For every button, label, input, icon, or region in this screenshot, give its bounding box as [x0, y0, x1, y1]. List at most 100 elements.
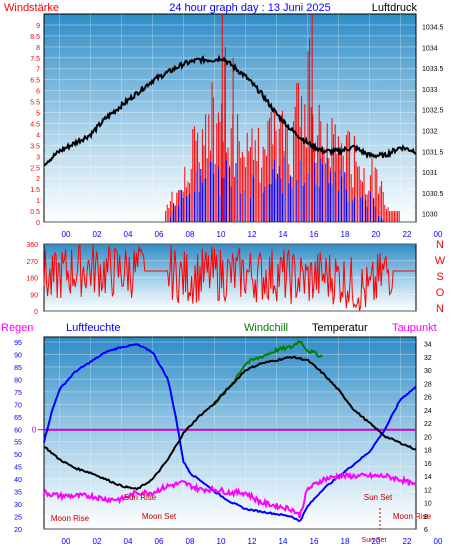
- humidity-tick-label: 30: [14, 502, 22, 509]
- top-right-tick-label: 1030: [422, 212, 438, 219]
- compass-label: N: [436, 303, 444, 315]
- hour-label: 06: [155, 537, 164, 546]
- top-left-tick-label: 8.5: [30, 34, 40, 41]
- humidity-tick-label: 35: [14, 490, 22, 497]
- sun-set-bottom-label: Sun Set: [362, 537, 387, 544]
- top-left-tick-label: 5: [36, 111, 40, 118]
- hour-label: 10: [217, 537, 226, 546]
- pressure-line: [43, 54, 417, 167]
- hour-label: 14: [279, 230, 288, 239]
- top-right-tick-label: 1031.5: [422, 149, 444, 156]
- hour-label: 22: [403, 537, 412, 546]
- humidity-tick-label: 70: [14, 402, 22, 409]
- temperature-tick-label: 6: [424, 527, 428, 534]
- windchill-legend: Windchill: [244, 322, 288, 334]
- top-right-tick-label: 1030.5: [422, 191, 444, 198]
- top-left-tick-label: 4.5: [30, 121, 40, 128]
- hour-label: 02: [93, 537, 102, 546]
- hour-label: 08: [186, 230, 195, 239]
- top-left-tick-label: 1.5: [30, 187, 40, 194]
- temperature-tick-label: 34: [424, 342, 432, 349]
- compass-label: S: [436, 271, 443, 283]
- hour-label: 06: [155, 230, 164, 239]
- temperature-tick-label: 20: [424, 434, 432, 441]
- top-right-tick-label: 1034.5: [422, 24, 444, 31]
- temperature-tick-label: 18: [424, 448, 432, 455]
- top-left-tick-label: 2: [36, 176, 40, 183]
- humidity-tick-label: 20: [14, 527, 22, 534]
- sun-rise-label: Sun Rise: [124, 493, 157, 502]
- hour-label: 10: [217, 230, 226, 239]
- moon-rise-label: Moon Rise: [51, 514, 90, 523]
- bottom-plot-area: [43, 336, 417, 530]
- wind-strength-label: Windstärke: [4, 2, 59, 14]
- humidity-line: [43, 343, 417, 523]
- humidity-tick-label: 55: [14, 440, 22, 447]
- humidity-tick-label: 40: [14, 477, 22, 484]
- pressure-label: Luftdruck: [372, 2, 418, 14]
- dewpoint-line: [43, 471, 417, 519]
- hour-label: 02: [93, 230, 102, 239]
- humidity-tick-label: 50: [14, 452, 22, 459]
- top-right-tick-label: 1034: [422, 45, 438, 52]
- top-left-tick-label: 8: [36, 45, 40, 52]
- hour-label: 04: [124, 230, 133, 239]
- mid-left-tick-label: 270: [26, 259, 38, 266]
- temperature-tick-label: 28: [424, 381, 432, 388]
- rain-zero-label: 0: [32, 426, 37, 435]
- mid-left-tick-label: 90: [30, 292, 38, 299]
- hour-label: 08: [186, 537, 195, 546]
- temperature-tick-label: 12: [424, 487, 432, 494]
- temperature-tick-label: 30: [424, 368, 432, 375]
- hour-label: 16: [310, 230, 319, 239]
- hour-label: 00: [434, 537, 443, 546]
- humidity-tick-label: 95: [14, 340, 22, 347]
- humidity-tick-label: 25: [14, 515, 22, 522]
- top-right-tick-label: 1032: [422, 128, 438, 135]
- mid-left-tick-label: 180: [26, 276, 38, 283]
- top-panel: 0 0.5 1 1.5 2 2.5 3 3.5 4 4.5 5 5.5 6 6.5 7 7.5 8 8.5 9 103…: [30, 14, 444, 239]
- top-right-tick-label: 1032.5: [422, 108, 444, 115]
- mid-left-tick-label: 0: [34, 309, 38, 316]
- top-left-tick-label: 2.5: [30, 165, 40, 172]
- humidity-tick-label: 80: [14, 377, 22, 384]
- moon-set-label: Moon Set: [142, 512, 177, 521]
- moon-rise-right-label: Moon Rise: [393, 512, 432, 521]
- temperature-tick-label: 22: [424, 421, 432, 428]
- hour-label: 16: [310, 537, 319, 546]
- top-left-tick-label: 0.5: [30, 209, 40, 216]
- hour-label: 20: [372, 230, 381, 239]
- temperature-tick-label: 10: [424, 501, 432, 508]
- top-left-tick-label: 7: [36, 67, 40, 74]
- humidity-tick-label: 75: [14, 390, 22, 397]
- compass-label: O: [436, 287, 445, 299]
- top-left-tick-label: 7.5: [30, 56, 40, 63]
- compass-label: N: [436, 239, 444, 251]
- top-right-tick-label: 1031: [422, 170, 438, 177]
- compass-label: W: [435, 255, 446, 267]
- mid-left-tick-label: 360: [26, 242, 38, 249]
- temperature-tick-label: 8: [424, 514, 428, 521]
- temperature-tick-label: 14: [424, 474, 432, 481]
- page-title: 24 hour graph day : 13 Juni 2025: [169, 2, 330, 14]
- top-left-tick-label: 9: [36, 23, 40, 30]
- temperature-tick-label: 32: [424, 355, 432, 362]
- dewpoint-legend: Taupunkt: [392, 322, 437, 334]
- hour-label: 18: [341, 537, 350, 546]
- temperature-legend: Temperatur: [312, 322, 368, 334]
- humidity-tick-label: 65: [14, 415, 22, 422]
- hour-label: 12: [248, 230, 257, 239]
- hour-label: 14: [279, 537, 288, 546]
- hour-label: 20: [372, 537, 381, 546]
- temperature-tick-label: 16: [424, 461, 432, 468]
- temperature-line: [43, 355, 417, 491]
- top-right-tick-label: 1033.5: [422, 66, 444, 73]
- humidity-tick-label: 90: [14, 352, 22, 359]
- hour-label: 22: [403, 230, 412, 239]
- top-left-tick-label: 3: [36, 154, 40, 161]
- humidity-tick-label: 85: [14, 365, 22, 372]
- temperature-tick-label: 24: [424, 408, 432, 415]
- humidity-legend: Luftfeuchte: [66, 322, 120, 334]
